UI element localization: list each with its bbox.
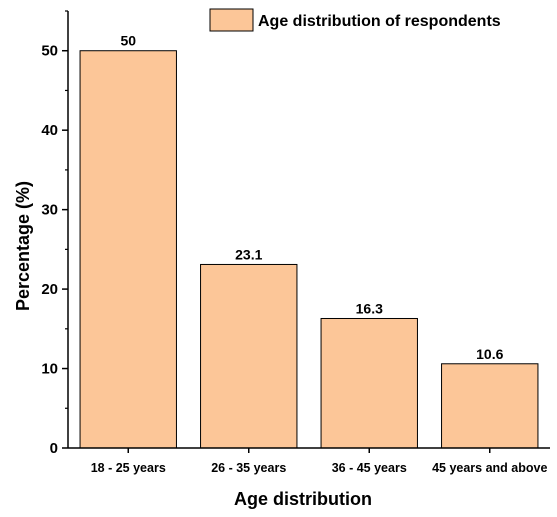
bars-group (79, 50, 539, 449)
data-label-4: 10.6 (476, 346, 503, 362)
data-label-2: 23.1 (235, 246, 262, 262)
x-tick-label-4: 45 years and above (432, 461, 547, 475)
bar-1 (79, 50, 177, 449)
x-axis-title: Age distribution (234, 489, 372, 509)
y-tick-label-20: 20 (41, 281, 58, 298)
x-tick-label-3: 36 - 45 years (332, 461, 407, 475)
y-tick-label-10: 10 (41, 361, 58, 378)
legend: Age distribution of respondents (209, 8, 501, 32)
data-labels-group: 50 23.1 16.3 10.6 (120, 33, 503, 362)
legend-label: Age distribution of respondents (258, 13, 501, 30)
y-ticks-group: 0 10 20 30 40 50 (41, 10, 68, 457)
y-axis-title: Percentage (%) (13, 181, 33, 311)
legend-swatch (209, 8, 254, 32)
data-label-3: 16.3 (356, 300, 383, 316)
x-ticks-group: 18 - 25 years 26 - 35 years 36 - 45 years 4… (91, 448, 547, 475)
axes-group (67, 11, 550, 449)
bar-4 (441, 363, 539, 449)
y-tick-label-0: 0 (50, 440, 58, 457)
bar-3 (320, 317, 418, 449)
data-label-1: 50 (120, 33, 136, 49)
x-tick-label-1: 18 - 25 years (91, 461, 166, 475)
x-tick-label-2: 26 - 35 years (211, 461, 286, 475)
y-tick-label-40: 40 (41, 122, 58, 139)
bar-2 (200, 263, 298, 449)
y-tick-label-30: 30 (41, 202, 58, 219)
y-tick-label-50: 50 (41, 43, 58, 60)
